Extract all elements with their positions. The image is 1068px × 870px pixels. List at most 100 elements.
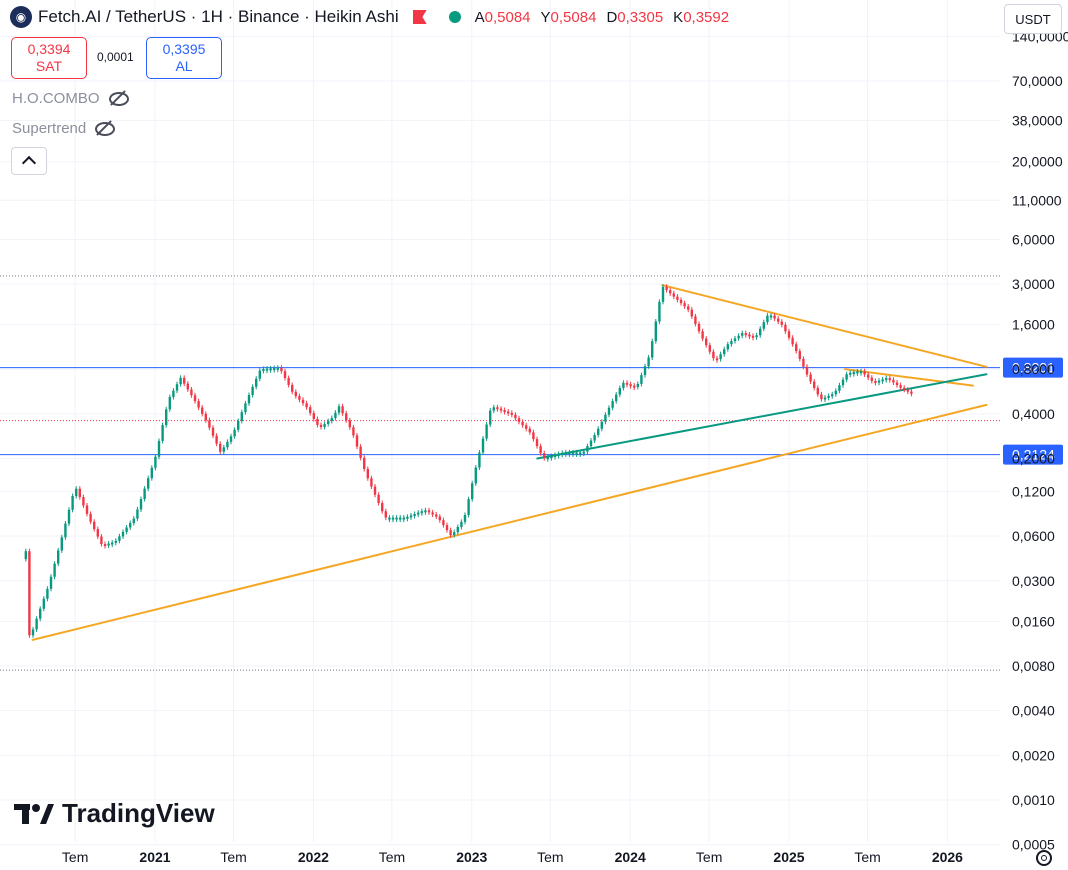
- candle: [190, 389, 193, 396]
- candle: [730, 341, 733, 345]
- candle: [661, 286, 665, 302]
- price-axis-label: 0,0300: [1012, 573, 1055, 589]
- candle: [622, 382, 625, 389]
- eye-off-icon[interactable]: [108, 91, 129, 106]
- candle: [165, 409, 168, 426]
- candle: [352, 427, 355, 436]
- candle: [769, 315, 773, 318]
- candle: [456, 526, 460, 533]
- indicator-ho-combo[interactable]: H.O.COMBO: [12, 87, 129, 109]
- candle: [813, 381, 816, 388]
- price-axis-label: 6,0000: [1012, 231, 1055, 247]
- indicator-supertrend[interactable]: Supertrend: [12, 117, 116, 139]
- candle: [442, 520, 445, 526]
- eye-off-icon[interactable]: [94, 121, 116, 136]
- candle: [543, 453, 546, 459]
- candle: [787, 331, 791, 338]
- candle: [895, 382, 899, 386]
- candle: [453, 532, 456, 536]
- price-axis-label: 38,0000: [1012, 112, 1063, 128]
- tradingview-logo[interactable]: TradingView: [14, 798, 215, 829]
- candle: [363, 457, 366, 470]
- collapse-legend-button[interactable]: [11, 147, 47, 175]
- candle: [906, 389, 910, 392]
- time-axis-label: 2023: [456, 849, 487, 865]
- candle: [208, 420, 211, 428]
- candle: [741, 333, 744, 336]
- candle: [147, 478, 150, 489]
- candle: [370, 478, 373, 487]
- candle: [759, 328, 762, 336]
- candle: [744, 333, 748, 336]
- candle: [193, 395, 197, 402]
- candle: [517, 418, 521, 422]
- candle: [129, 523, 132, 528]
- indicator-label: Supertrend: [12, 119, 87, 137]
- candle: [262, 368, 265, 371]
- price-axis-label: 11,0000: [1012, 192, 1062, 208]
- price-axis-label: 0,0010: [1012, 792, 1055, 808]
- candle: [305, 403, 308, 408]
- buy-label: AL: [175, 58, 193, 74]
- ohlc-low-key: D: [606, 8, 618, 26]
- candle: [877, 380, 881, 383]
- price-axis-label: 0,1200: [1012, 483, 1055, 499]
- ohlc-low-value: 0,3305: [617, 8, 664, 26]
- candle: [748, 334, 751, 337]
- candle: [215, 435, 218, 444]
- candle: [809, 374, 812, 382]
- trendline-lower-support[interactable]: [31, 403, 988, 641]
- candle: [575, 452, 578, 455]
- candle: [867, 374, 870, 378]
- candle: [132, 518, 136, 524]
- candle: [269, 368, 272, 371]
- buy-button[interactable]: 0,3395 AL: [146, 37, 222, 79]
- candle: [337, 406, 341, 413]
- candle: [571, 452, 575, 455]
- ohlc-values: A0,5084 Y0,5084 D0,3305 K0,3592: [475, 9, 729, 26]
- candle: [280, 367, 283, 372]
- candle: [802, 358, 805, 367]
- candle: [82, 497, 85, 506]
- candle: [589, 440, 593, 447]
- chart-settings-button[interactable]: [1033, 847, 1055, 869]
- candle: [798, 351, 802, 359]
- candle: [427, 510, 431, 513]
- candle: [629, 384, 632, 387]
- candle: [125, 527, 128, 532]
- candle: [78, 488, 82, 498]
- candle: [35, 618, 38, 630]
- candle: [463, 514, 467, 522]
- candle: [816, 387, 820, 395]
- trendline-inner-resistance[interactable]: [843, 368, 974, 387]
- price-badge[interactable]: [1003, 357, 1063, 378]
- candle: [96, 529, 100, 537]
- price-badge[interactable]: [1003, 444, 1063, 465]
- candle: [492, 407, 496, 411]
- flag-icon[interactable]: [412, 10, 427, 24]
- candle: [568, 452, 571, 455]
- candle: [636, 383, 640, 387]
- candle: [219, 443, 222, 452]
- time-axis-label: Tem: [854, 849, 880, 865]
- candle: [528, 428, 532, 433]
- candle: [341, 406, 344, 414]
- candle: [561, 452, 564, 455]
- trendline-upper-resistance[interactable]: [661, 284, 988, 368]
- candle: [467, 499, 470, 515]
- sell-button[interactable]: 0,3394 SAT: [11, 37, 87, 79]
- currency-selector[interactable]: USDT: [1004, 4, 1062, 34]
- candle: [75, 488, 78, 497]
- candle: [100, 536, 103, 545]
- candle: [687, 306, 690, 310]
- trendline-green-support[interactable]: [536, 373, 988, 460]
- candle: [679, 299, 683, 304]
- candle: [845, 374, 848, 380]
- candle: [93, 521, 96, 530]
- candle: [755, 335, 758, 338]
- price-axis-label: 0,0600: [1012, 528, 1055, 544]
- candle: [647, 357, 650, 367]
- symbol-title[interactable]: Fetch.AI / TetherUS · 1H · Binance · Hei…: [38, 7, 399, 26]
- candle: [521, 421, 524, 426]
